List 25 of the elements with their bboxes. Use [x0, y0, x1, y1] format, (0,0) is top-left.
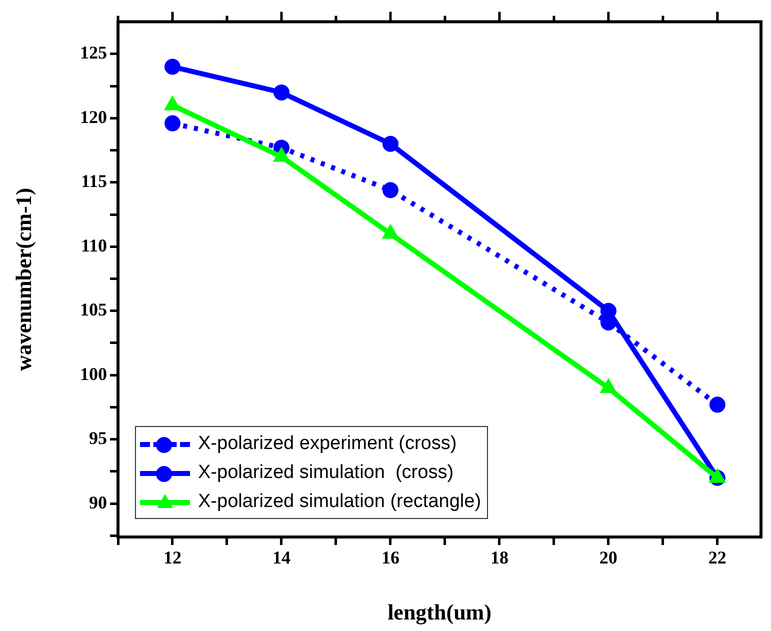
x-tick-label: 22 [708, 547, 726, 568]
legend-label: X-polarized simulation (cross) [198, 462, 454, 484]
legend-label: X-polarized simulation (rectangle) [198, 490, 482, 512]
legend-label: X-polarized experiment (cross) [198, 432, 457, 454]
x-tick-label: 18 [490, 547, 508, 568]
x-tick-label: 12 [163, 547, 182, 568]
x-tick-label: 20 [599, 547, 618, 568]
point [273, 84, 290, 100]
x-axis-title: length(um) [388, 599, 492, 624]
point [164, 115, 180, 132]
point [382, 182, 398, 198]
y-tick-label: 110 [80, 235, 107, 256]
x-tick-label: 14 [272, 547, 290, 568]
point [164, 58, 180, 75]
y-tick-label: 115 [80, 171, 107, 192]
y-axis-title: wavenumber(cm-1) [10, 188, 36, 372]
point [382, 136, 398, 152]
y-tick-label: 95 [89, 428, 107, 448]
y-tick-label: 100 [80, 364, 107, 384]
y-tick-label: 90 [89, 492, 107, 512]
y-tick-label: 105 [80, 300, 107, 320]
point [709, 396, 726, 413]
y-tick-label: 120 [80, 106, 107, 127]
y-tick-label: 125 [80, 42, 107, 63]
x-tick-label: 16 [381, 547, 400, 568]
